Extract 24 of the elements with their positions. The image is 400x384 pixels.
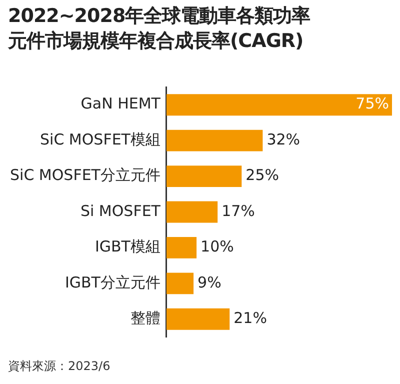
data-label: 21%	[234, 309, 267, 328]
data-label: 75%	[356, 94, 389, 113]
bar	[166, 166, 242, 187]
data-label: 17%	[222, 202, 255, 220]
data-label: 9%	[198, 273, 222, 292]
y-tick-label: SiC MOSFET分立元件	[10, 166, 160, 184]
bar	[166, 237, 197, 258]
y-tick-label: SiC MOSFET模組	[40, 130, 160, 148]
y-tick-label: IGBT分立元件	[64, 273, 160, 292]
y-tick-label: IGBT模組	[94, 238, 160, 256]
y-tick-label: 整體	[130, 309, 160, 328]
bar	[166, 130, 263, 152]
data-label: 32%	[266, 130, 300, 148]
data-label: 25%	[246, 166, 279, 184]
data-label: 10%	[200, 238, 234, 256]
y-tick-label: GaN HEMT	[80, 94, 162, 113]
text: 元件市場規模年複合成長率(CAGR)	[8, 30, 304, 52]
bar	[166, 308, 230, 330]
text: 2022~2028年全球電動車各類功率	[8, 5, 310, 27]
bar	[166, 94, 392, 116]
source-note: 資料來源：2023/6	[8, 358, 110, 375]
y-tick-label: Si MOSFET	[80, 202, 162, 220]
bar	[166, 272, 194, 294]
bar	[166, 201, 218, 223]
